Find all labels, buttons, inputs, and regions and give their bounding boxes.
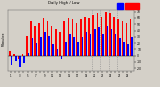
Bar — [73, 37, 75, 56]
Bar — [61, 56, 62, 59]
Bar — [123, 42, 125, 56]
Bar — [117, 19, 119, 56]
Bar — [88, 18, 90, 56]
Bar — [28, 53, 29, 56]
Bar — [90, 34, 92, 56]
Bar — [76, 23, 77, 56]
Bar — [101, 17, 102, 56]
Bar — [84, 17, 86, 56]
Text: Daily High / Low: Daily High / Low — [48, 1, 80, 5]
Bar — [111, 29, 112, 56]
Bar — [115, 34, 116, 56]
Bar — [11, 56, 12, 65]
Bar — [19, 56, 21, 67]
Bar — [97, 13, 98, 56]
Bar — [63, 21, 65, 56]
Bar — [47, 21, 48, 56]
Bar — [55, 29, 57, 56]
Bar — [30, 21, 32, 56]
Bar — [52, 44, 54, 56]
Bar — [69, 34, 71, 56]
Bar — [98, 27, 100, 56]
Bar — [40, 37, 42, 56]
Bar — [32, 38, 33, 56]
Bar — [122, 21, 123, 56]
Bar — [68, 18, 69, 56]
Bar — [43, 18, 44, 56]
Bar — [126, 23, 127, 56]
Bar — [127, 44, 129, 56]
Bar — [44, 32, 46, 56]
Bar — [22, 54, 23, 56]
Bar — [94, 29, 96, 56]
Bar — [26, 36, 28, 56]
Bar — [48, 36, 50, 56]
Bar — [57, 49, 58, 56]
Bar — [65, 42, 67, 56]
Bar — [86, 32, 87, 56]
Bar — [113, 17, 115, 56]
Bar — [107, 25, 108, 56]
Bar — [119, 38, 121, 56]
Bar — [23, 56, 25, 63]
Bar — [92, 15, 94, 56]
Bar — [36, 43, 37, 56]
Bar — [38, 23, 40, 56]
Bar — [13, 54, 15, 56]
Bar — [34, 25, 36, 56]
Bar — [82, 37, 83, 56]
Bar — [105, 12, 107, 56]
Bar — [59, 32, 61, 56]
Bar — [72, 19, 73, 56]
Bar — [51, 25, 52, 56]
Bar — [109, 13, 111, 56]
Bar — [132, 37, 133, 56]
Text: Milwaukee: Milwaukee — [2, 32, 6, 46]
Bar — [102, 34, 104, 56]
Bar — [9, 51, 11, 56]
Bar — [18, 56, 19, 59]
Bar — [80, 19, 82, 56]
Bar — [130, 19, 132, 56]
Bar — [77, 42, 79, 56]
Bar — [15, 56, 17, 61]
